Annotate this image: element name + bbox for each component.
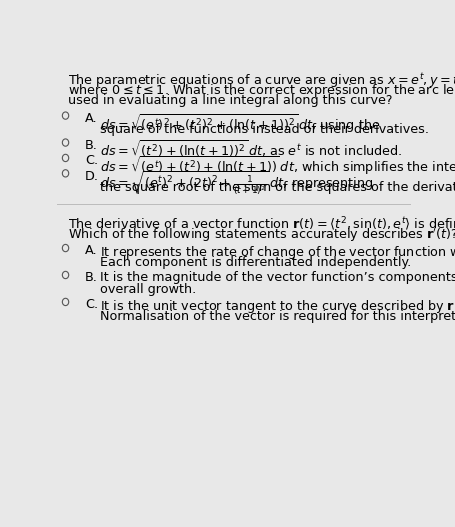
Text: B.: B. <box>85 139 97 152</box>
Text: It is the magnitude of the vector function’s components, representing: It is the magnitude of the vector functi… <box>99 271 455 284</box>
Text: The parametric equations of a curve are given as $x = e^t, y = t^2, z = \ln(t + : The parametric equations of a curve are … <box>68 71 455 91</box>
Text: $ds = \sqrt{(e^t) + (t^2) + (\ln(t + 1))}\, dt$, which simplifies the integral.: $ds = \sqrt{(e^t) + (t^2) + (\ln(t + 1))… <box>99 154 455 177</box>
Text: Which of the following statements accurately describes $\mathbf{r}'(t)$?: Which of the following statements accura… <box>68 227 455 244</box>
Text: $ds = \sqrt{(e^t)^2 + (t^2)^2 + (\ln(t + 1))^2}\, dt$, using the: $ds = \sqrt{(e^t)^2 + (t^2)^2 + (\ln(t +… <box>99 112 379 134</box>
Text: $ds = \sqrt{(e^t)^2 + (2t)^2 + \frac{1}{(t+1)^2}}\, dt$, representing: $ds = \sqrt{(e^t)^2 + (2t)^2 + \frac{1}{… <box>99 170 372 198</box>
Text: Normalisation of the vector is required for this interpretation: Normalisation of the vector is required … <box>99 310 455 323</box>
Text: It is the unit vector tangent to the curve described by $\mathbf{r}(t)$.: It is the unit vector tangent to the cur… <box>99 298 455 315</box>
Text: C.: C. <box>85 298 98 311</box>
Text: It represents the rate of change of the vector function with respect to $t$.: It represents the rate of change of the … <box>99 244 455 261</box>
Text: square of the functions instead of their derivatives.: square of the functions instead of their… <box>99 123 428 136</box>
Text: Each component is differentiated independently.: Each component is differentiated indepen… <box>99 256 410 269</box>
Text: The derivative of a vector function $\mathbf{r}(t) = \langle t^2, \sin(t), e^t \: The derivative of a vector function $\ma… <box>68 215 455 233</box>
Text: B.: B. <box>85 271 97 284</box>
Text: A.: A. <box>85 244 97 257</box>
Text: D.: D. <box>85 170 99 182</box>
Text: used in evaluating a line integral along this curve?: used in evaluating a line integral along… <box>68 94 391 107</box>
Text: A.: A. <box>85 112 97 125</box>
Text: where $0 \leq t \leq 1$. What is the correct expression for the arc length eleme: where $0 \leq t \leq 1$. What is the cor… <box>68 83 455 100</box>
Text: overall growth.: overall growth. <box>99 282 196 296</box>
Text: $ds = \sqrt{(t^2) + (\ln(t + 1))^2}\, dt$, as $e^t$ is not included.: $ds = \sqrt{(t^2) + (\ln(t + 1))^2}\, dt… <box>99 139 401 160</box>
Text: the square root of the sum of the squares of the derivatives.: the square root of the sum of the square… <box>99 181 455 194</box>
Text: C.: C. <box>85 154 98 167</box>
